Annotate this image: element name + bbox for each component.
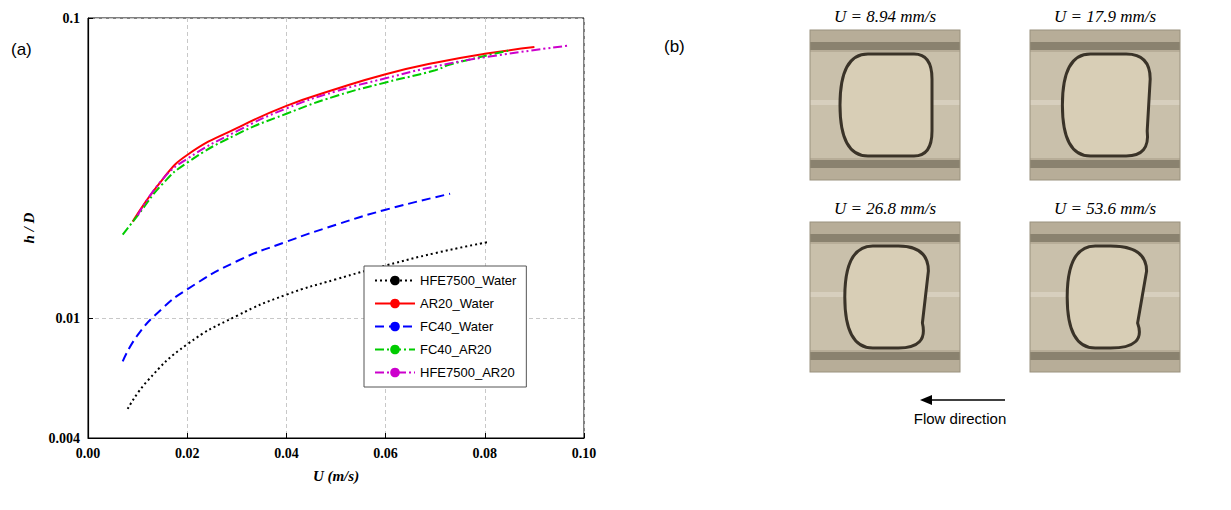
svg-text:0.02: 0.02 — [175, 446, 200, 461]
svg-text:Flow direction: Flow direction — [914, 410, 1007, 427]
svg-text:FC40_Water: FC40_Water — [420, 319, 494, 334]
svg-text:0.1: 0.1 — [63, 11, 81, 26]
svg-text:0.08: 0.08 — [473, 446, 498, 461]
svg-text:0.04: 0.04 — [274, 446, 299, 461]
svg-text:h / D: h / D — [21, 212, 37, 243]
svg-text:0.10: 0.10 — [572, 446, 597, 461]
svg-text:0.00: 0.00 — [76, 446, 101, 461]
svg-text:U (m/s): U (m/s) — [313, 468, 359, 485]
svg-text:(a): (a) — [11, 40, 32, 59]
svg-text:HFE7500_AR20: HFE7500_AR20 — [420, 365, 515, 380]
svg-text:U = 17.9 mm/s: U = 17.9 mm/s — [1054, 7, 1157, 26]
svg-text:HFE7500_Water: HFE7500_Water — [420, 273, 517, 288]
svg-text:U = 8.94 mm/s: U = 8.94 mm/s — [834, 7, 937, 26]
svg-text:(b): (b) — [664, 37, 685, 56]
svg-text:U = 26.8 mm/s: U = 26.8 mm/s — [834, 199, 937, 218]
svg-text:0.06: 0.06 — [373, 446, 398, 461]
svg-text:U = 53.6 mm/s: U = 53.6 mm/s — [1054, 199, 1157, 218]
svg-text:FC40_AR20: FC40_AR20 — [420, 342, 492, 357]
svg-text:0.01: 0.01 — [56, 311, 81, 326]
svg-text:0.004: 0.004 — [49, 431, 81, 446]
svg-text:AR20_Water: AR20_Water — [420, 296, 495, 311]
